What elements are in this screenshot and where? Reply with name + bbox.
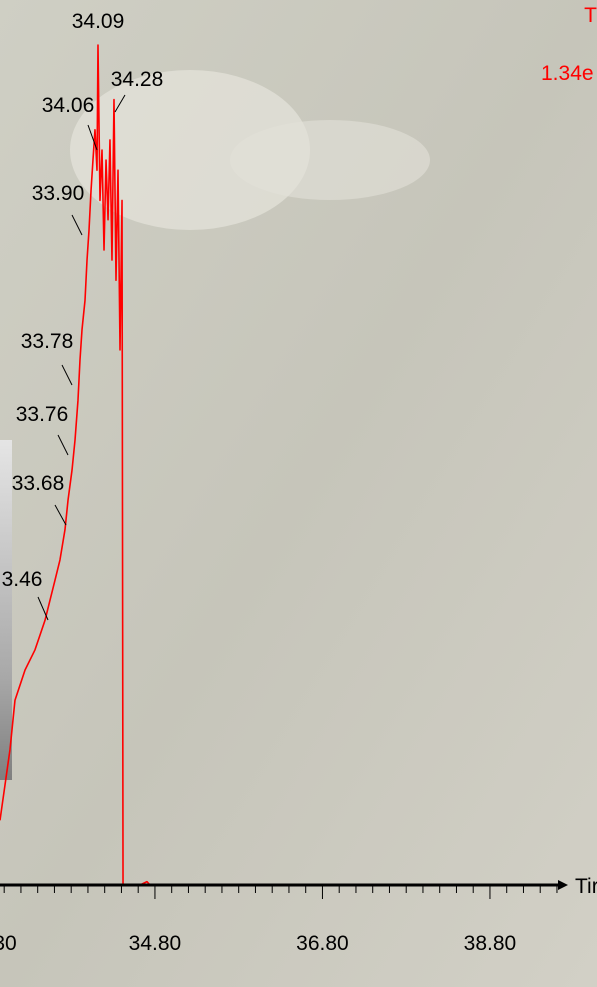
x-tick-label: 38.80 bbox=[464, 932, 517, 955]
peak-label: 3.46 bbox=[2, 568, 43, 591]
corner-intensity: 1.34e bbox=[541, 62, 594, 85]
peak-label: 33.78 bbox=[21, 330, 74, 353]
peak-label: 34.09 bbox=[72, 10, 125, 33]
background-petal bbox=[230, 120, 430, 200]
x-axis-label: Tir bbox=[575, 875, 597, 898]
x-tick-label: 36.80 bbox=[296, 932, 349, 955]
side-panel bbox=[0, 440, 12, 780]
peak-label: 34.06 bbox=[42, 94, 95, 117]
peak-label: 34.28 bbox=[111, 68, 164, 91]
peak-label: 33.90 bbox=[32, 182, 85, 205]
corner-title: T bbox=[584, 4, 597, 27]
x-tick-label: 30 bbox=[0, 932, 17, 955]
x-tick-label: 34.80 bbox=[129, 932, 182, 955]
peak-label: 33.68 bbox=[12, 472, 65, 495]
peak-label: 33.76 bbox=[16, 403, 69, 426]
chromatogram-view: 30 34.80 36.80 38.80 Tir 34.09 34.28 34.06 33.90… bbox=[0, 0, 597, 987]
